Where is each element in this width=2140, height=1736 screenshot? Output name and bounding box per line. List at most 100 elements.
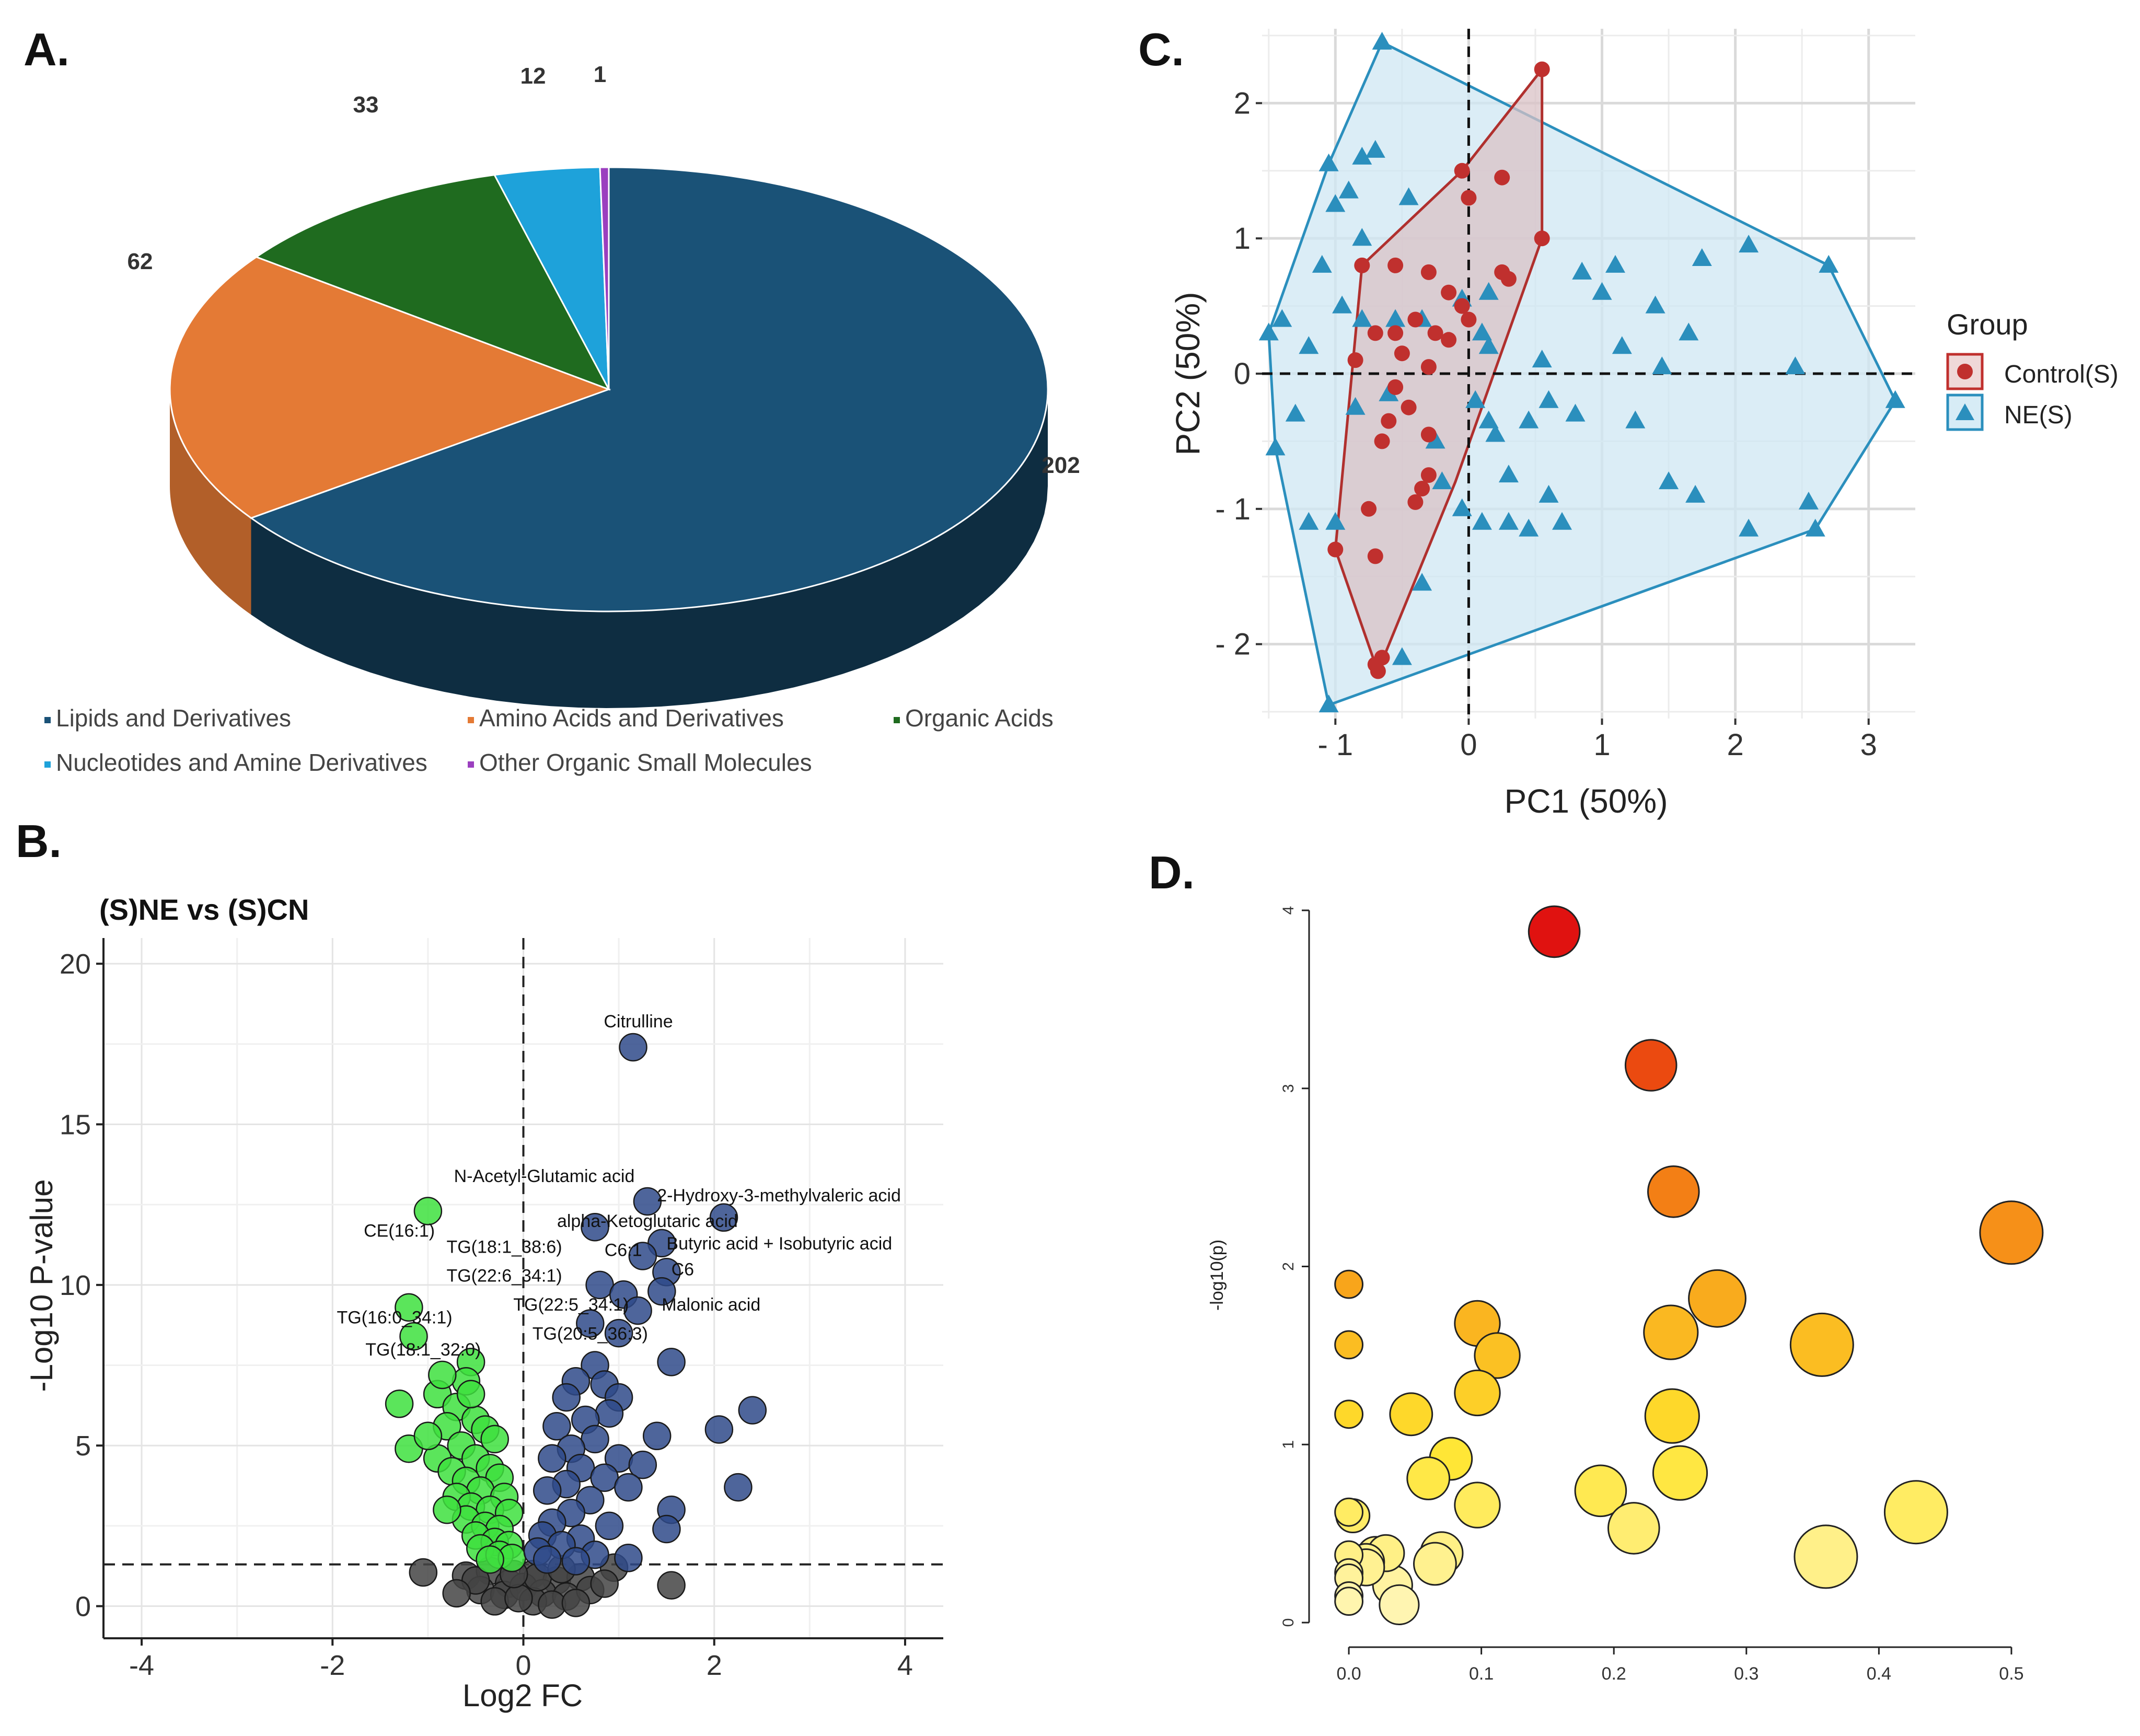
pie-legend-label-2: Organic Acids (905, 704, 1054, 732)
pca-point-ne (1819, 254, 1839, 273)
pca-point-control (1461, 190, 1477, 206)
bubble-point (1789, 1312, 1854, 1377)
volcano-point-up (704, 1415, 734, 1444)
volcano-point-up (614, 1473, 643, 1502)
pca-point-ne (1379, 383, 1399, 401)
volcano-annotation: Citrulline (604, 1012, 673, 1032)
pca-x-tick-label: 0 (1460, 728, 1477, 762)
panel-d: D. 0 1 2 3 4 0.0 0.1 0.2 0.3 0.4 0.5 -log10(p) (1149, 847, 2044, 1684)
panel-d-label: D. (1149, 847, 1195, 898)
volcano-annotation: 2-Hydroxy-3-methylvaleric acid (657, 1186, 901, 1206)
volcano-plot: -4 -2 0 2 4 0 5 10 15 20 Citrulline N-Acetyl-Glutam… (60, 938, 943, 1681)
pca-point-ne (1352, 228, 1372, 246)
pca-point-ne (1532, 350, 1552, 368)
bubble-x-tick-label: 0.2 (1602, 1664, 1626, 1684)
pie-legend-label-4: Other Organic Small Molecules (479, 749, 812, 776)
bubble-point (1647, 1165, 1700, 1218)
volcano-point-up (604, 1318, 633, 1348)
volcano-point-up (647, 1277, 676, 1306)
volcano-point-up (709, 1203, 738, 1232)
volcano-annotation: alpha-Ketoglutaric acid (557, 1211, 738, 1231)
pca-point-ne (1345, 397, 1366, 415)
pca-point-ne (1572, 261, 1592, 280)
volcano-point-up (576, 1309, 605, 1338)
pathway-bubble-plot: 0 1 2 3 4 0.0 0.1 0.2 0.3 0.4 0.5 (1280, 905, 2044, 1684)
pca-point-control (1401, 399, 1417, 415)
legend-control-marker (1957, 364, 1973, 379)
bubble-point (1334, 1269, 1364, 1299)
pca-point-ne (1412, 573, 1432, 591)
pca-point-ne (1432, 471, 1452, 490)
bubble-y-tick-label: 0 (1280, 1618, 1297, 1627)
pca-point-ne (1352, 309, 1372, 327)
pca-point-control (1454, 163, 1470, 179)
volcano-point-down (413, 1197, 443, 1225)
pie-slice-0 (249, 166, 1049, 612)
pca-y-axis-label: PC2 (50%) (1169, 292, 1207, 456)
volcano-annotation: Butyric acid + Isobutyric acid (666, 1234, 892, 1254)
pca-point-control (1420, 359, 1437, 375)
legend-ne-marker (1956, 403, 1974, 420)
panel-a: A. 202 62 33 12 1 Lipids and Derivatives Amin… (24, 24, 1080, 776)
bubble-x-tick-label: 0.3 (1734, 1664, 1759, 1684)
volcano-x-tick-label: -4 (129, 1650, 154, 1681)
pca-point-ne (1258, 322, 1279, 341)
volcano-point-ns (480, 1587, 509, 1616)
volcano-point-up (619, 1033, 647, 1062)
bubble-y-tick-label: 1 (1280, 1440, 1297, 1449)
bubble-x-tick-label: 0.5 (1999, 1664, 2023, 1684)
pca-point-ne (1565, 403, 1586, 422)
pca-y-tick-label: 0 (1234, 357, 1251, 391)
volcano-y-axis-label: -Log10 P-value (24, 1179, 59, 1392)
pca-plot: - 1 0 1 2 3 - 2 - 1 0 1 2 (1215, 29, 1915, 762)
pca-point-control (1367, 325, 1383, 341)
pca-point-ne (1519, 410, 1539, 429)
pca-point-ne (1372, 31, 1392, 50)
pca-point-control (1534, 61, 1550, 77)
pca-point-control (1420, 264, 1437, 280)
panel-c-label: C. (1138, 24, 1184, 75)
pie-legend-swatch-1 (468, 717, 474, 723)
volcano-x-axis-label: Log2 FC (462, 1678, 583, 1713)
bubble-point (1379, 1584, 1420, 1625)
bubble-x-tick-label: 0.0 (1336, 1664, 1361, 1684)
volcano-annotation: TG(18:1_32:0) (365, 1340, 481, 1360)
volcano-point-ns (590, 1569, 619, 1598)
pca-point-control (1407, 494, 1424, 510)
pie-value-label-0: 202 (1042, 453, 1080, 478)
pca-point-ne (1465, 390, 1486, 408)
pca-point-control (1327, 541, 1344, 558)
volcano-point-down (456, 1380, 485, 1409)
bubble-point (1688, 1269, 1746, 1328)
legend-ne-label: NE(S) (2004, 401, 2073, 429)
pca-point-ne (1498, 512, 1519, 530)
pca-point-ne (1365, 140, 1385, 158)
pie-value-label-2: 33 (353, 92, 379, 118)
pca-point-ne (1612, 336, 1632, 354)
volcano-point-up (581, 1212, 609, 1242)
volcano-x-tick-label: -2 (320, 1650, 345, 1681)
pca-point-ne (1472, 322, 1492, 341)
pie-legend-label-3: Nucleotides and Amine Derivatives (56, 749, 427, 776)
bubble-y-axis-label: -log10(p) (1207, 1240, 1227, 1311)
pca-point-ne (1805, 518, 1825, 537)
volcano-point-up (614, 1544, 643, 1572)
bubble-y-tick-label: 2 (1280, 1262, 1297, 1271)
pie-slice-1 (169, 256, 611, 519)
pca-point-control (1420, 426, 1437, 443)
bubble-point (1624, 1039, 1678, 1092)
pca-point-ne (1325, 512, 1346, 530)
pie-slice-3 (493, 166, 610, 390)
pca-point-ne (1425, 431, 1445, 449)
pca-legend: Group Control(S) NE(S) (1946, 308, 2119, 431)
pca-point-ne (1398, 187, 1419, 205)
pie-chart: 202 62 33 12 1 (128, 62, 1080, 708)
pie-side-1 (170, 389, 251, 615)
pca-point-control (1407, 311, 1424, 328)
pca-point-ne (1679, 322, 1699, 341)
pca-y-tick-label: 1 (1234, 222, 1251, 256)
volcano-point-up (595, 1399, 624, 1428)
volcano-point-up (724, 1473, 753, 1502)
pca-point-ne (1798, 491, 1819, 510)
pca-point-ne (1539, 484, 1559, 503)
